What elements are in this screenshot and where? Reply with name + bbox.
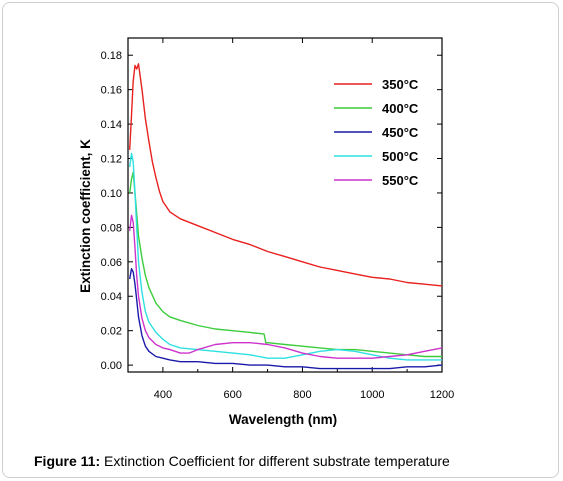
legend-label: 450°C bbox=[382, 125, 419, 140]
series-line-500c bbox=[129, 152, 442, 361]
y-tick-label: 0.06 bbox=[101, 257, 122, 269]
y-tick-label: 0.10 bbox=[101, 188, 122, 200]
x-tick-label: 600 bbox=[223, 389, 241, 401]
y-tick-label: 0.16 bbox=[101, 85, 122, 97]
series-line-350c bbox=[129, 63, 443, 287]
y-tick-label: 0.12 bbox=[101, 154, 122, 166]
legend-label: 350°C bbox=[382, 77, 419, 92]
x-axis-label: Wavelength (nm) bbox=[229, 412, 337, 427]
y-tick-label: 0.02 bbox=[101, 326, 122, 338]
legend-label: 400°C bbox=[382, 101, 419, 116]
caption-label: Figure 11: bbox=[34, 453, 101, 469]
legend-label: 550°C bbox=[382, 173, 419, 188]
caption-text: Extinction Coefficient for different sub… bbox=[100, 453, 450, 469]
series-line-550c bbox=[129, 214, 443, 359]
series-line-450c bbox=[129, 268, 443, 370]
y-axis-label: Extinction coefficient, K bbox=[78, 139, 93, 293]
plot-area-border bbox=[127, 37, 443, 373]
x-tick-label: 1000 bbox=[360, 389, 384, 401]
y-tick-label: 0.14 bbox=[101, 119, 122, 131]
y-tick-label: 0.04 bbox=[101, 291, 122, 303]
x-tick-label: 400 bbox=[154, 389, 172, 401]
figure-frame bbox=[2, 2, 559, 478]
y-tick-label: 0.18 bbox=[101, 50, 122, 62]
y-tick-label: 0.08 bbox=[101, 222, 122, 234]
x-tick-label: 1200 bbox=[430, 389, 454, 401]
y-tick-label: 0.00 bbox=[101, 360, 122, 372]
x-tick-label: 800 bbox=[293, 389, 311, 401]
legend-label: 500°C bbox=[382, 149, 419, 164]
figure-caption: Figure 11: Extinction Coefficient for di… bbox=[34, 453, 450, 469]
series-line-400c bbox=[129, 171, 442, 358]
